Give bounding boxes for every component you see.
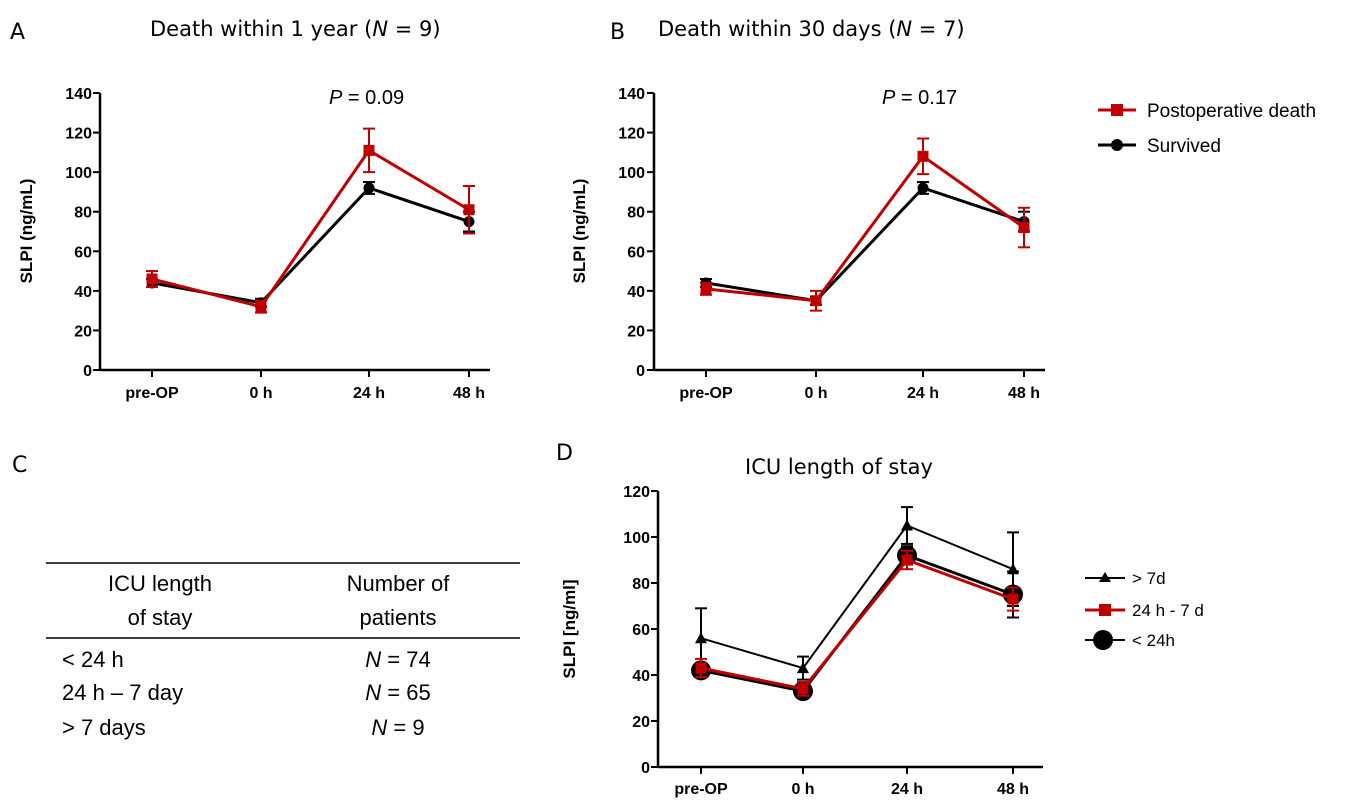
y-tick-label: 0 — [636, 363, 645, 380]
legend-d: > 7d 24 h - 7 d < 24h — [1085, 569, 1204, 650]
x-tick-label: pre-OP — [125, 385, 179, 402]
legend-survived-marker — [1111, 139, 1123, 151]
legend-death-label: Postoperative death — [1147, 101, 1316, 122]
legend-survived-label: Survived — [1147, 136, 1221, 157]
data-point — [917, 182, 929, 194]
data-point — [797, 683, 809, 695]
y-tick-label: 60 — [627, 244, 645, 261]
data-point — [1018, 222, 1030, 234]
y-tick-label: 100 — [65, 165, 92, 182]
panel-b-p-value: P = 0.17 — [882, 87, 957, 109]
y-tick-label: 120 — [65, 126, 92, 143]
table-header-n-2: patients — [359, 605, 436, 630]
panel-letter-c: C — [12, 453, 27, 478]
y-tick-label: 80 — [632, 576, 650, 593]
table-row-stay: 24 h – 7 day — [62, 680, 183, 705]
y-tick-label: 40 — [74, 284, 92, 301]
table-header-stay-1: ICU length — [108, 571, 212, 596]
y-tick-label: 60 — [74, 244, 92, 261]
panel-letter-b: B — [610, 20, 625, 45]
y-tick-label: 100 — [618, 165, 645, 182]
series-line-24-h-7-d — [700, 558, 1014, 691]
table-row-count: N = 74 — [365, 647, 430, 672]
table-row-stay: > 7 days — [62, 715, 146, 740]
legend-gt7-label: > 7d — [1132, 569, 1166, 588]
x-tick-label: 48 h — [453, 385, 485, 402]
data-point — [695, 632, 707, 644]
panel-a-title: Death within 1 year (N = 9) — [150, 17, 441, 41]
y-axis-label: SLPI [ng/ml] — [560, 579, 579, 678]
x-tick-label: 0 h — [804, 385, 827, 402]
y-tick-label: 80 — [74, 205, 92, 222]
y-tick-label: 0 — [641, 760, 650, 777]
panel-letter-a: A — [10, 20, 25, 45]
panel-b-title: Death within 30 days (N = 7) — [658, 17, 965, 41]
y-tick-label: 120 — [623, 484, 650, 501]
x-tick-label: pre-OP — [679, 385, 733, 402]
panel-letter-d: D — [556, 441, 573, 466]
table-row-count: N = 65 — [365, 680, 430, 705]
panel-a-p-value: P = 0.09 — [329, 87, 404, 109]
series-line-survived — [151, 186, 470, 305]
legend-24h7d-marker — [1099, 604, 1111, 616]
legend-lt24-label: < 24h — [1132, 631, 1175, 650]
x-tick-label: 24 h — [907, 385, 939, 402]
legend-death-marker — [1111, 104, 1123, 116]
table-row-stay: < 24 h — [62, 647, 124, 672]
y-tick-label: 40 — [627, 284, 645, 301]
data-point — [901, 554, 913, 566]
x-tick-label: 24 h — [891, 781, 923, 798]
x-tick-label: 48 h — [997, 781, 1029, 798]
data-point — [695, 662, 707, 674]
legend-24h7d-label: 24 h - 7 d — [1132, 601, 1204, 620]
series-line-postoperative-death — [151, 148, 470, 309]
data-point — [810, 295, 822, 307]
series-line-postoperative-death — [705, 154, 1025, 303]
series-line-survived — [705, 186, 1025, 303]
data-point — [255, 301, 267, 313]
panel-d-title: ICU length of stay — [745, 455, 933, 479]
y-tick-label: 120 — [618, 126, 645, 143]
y-tick-label: 0 — [83, 363, 92, 380]
table-header-stay-2: of stay — [128, 605, 193, 630]
legend-gt7-marker — [1099, 572, 1111, 582]
y-tick-label: 40 — [632, 668, 650, 685]
data-point — [146, 273, 158, 285]
y-tick-label: 20 — [627, 323, 645, 340]
table-row-count: N = 9 — [371, 715, 424, 740]
y-axis-label: SLPI (ng/mL) — [17, 179, 36, 284]
data-point — [363, 182, 375, 194]
data-point — [463, 204, 475, 216]
chart-a: 0 20 40 60 80 100 120 140 pre-OP 0 h 24 h 48 h SLPI … — [17, 86, 490, 402]
data-point — [797, 662, 809, 674]
x-tick-label: 0 h — [791, 781, 814, 798]
icu-table: ICU length of stay Number of patients < … — [46, 562, 520, 740]
x-tick-label: pre-OP — [674, 781, 728, 798]
data-point — [901, 519, 913, 531]
y-tick-label: 140 — [65, 86, 92, 103]
data-point — [363, 144, 375, 156]
y-tick-label: 20 — [632, 714, 650, 731]
series-line-7d — [700, 524, 1014, 670]
legend-ab: Postoperative death Survived — [1098, 101, 1316, 157]
y-tick-label: 60 — [632, 622, 650, 639]
x-tick-label: 48 h — [1008, 385, 1040, 402]
chart-d: 0 20 40 60 80 100 120 pre-OP 0 h 24 h 48 h SLPI [ng… — [560, 484, 1043, 798]
table-header-n-1: Number of — [347, 571, 451, 596]
y-tick-label: 80 — [627, 205, 645, 222]
x-tick-label: 24 h — [353, 385, 385, 402]
y-tick-label: 20 — [74, 323, 92, 340]
data-point — [917, 150, 929, 162]
legend-lt24-marker — [1093, 630, 1113, 650]
data-point — [700, 283, 712, 295]
chart-b: 0 20 40 60 80 100 120 140 pre-OP 0 h 24 h 48 h SLPI … — [570, 86, 1045, 402]
data-point — [1007, 593, 1019, 605]
y-axis-label: SLPI (ng/mL) — [570, 179, 589, 284]
y-tick-label: 140 — [618, 86, 645, 103]
x-tick-label: 0 h — [249, 385, 272, 402]
y-tick-label: 100 — [623, 530, 650, 547]
